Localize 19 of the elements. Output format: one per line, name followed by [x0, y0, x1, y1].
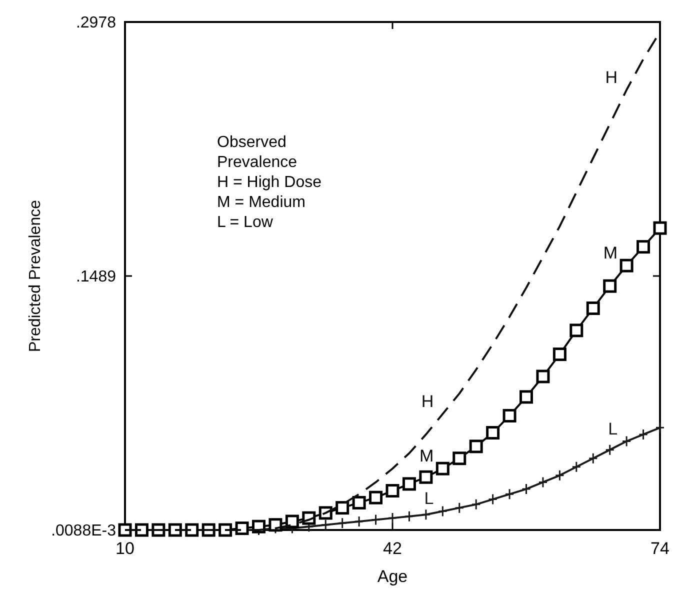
x-tick-label: 42	[383, 539, 402, 558]
x-tick-label: 10	[116, 539, 134, 558]
annotation: Prevalence	[217, 154, 298, 171]
series-label: L	[424, 489, 434, 508]
y-tick-label: .1489	[76, 268, 116, 286]
text: H	[605, 68, 618, 87]
series-label: H	[421, 392, 434, 412]
y-tick-label: .2978	[76, 14, 116, 32]
x-tick-label: 74	[650, 539, 670, 558]
text: L	[608, 419, 618, 438]
annotation: H = High Dose	[217, 174, 322, 191]
annotation: L = Low	[217, 214, 274, 231]
text: M	[419, 446, 434, 466]
series-label: M	[603, 244, 618, 263]
annotation: M = Medium	[217, 194, 306, 211]
x-axis-title: Age	[377, 567, 408, 586]
y-axis-title: Predicted Prevalence	[27, 200, 44, 352]
y-tick-label: .0088E-3	[51, 522, 116, 540]
annotation: Observed	[217, 134, 286, 151]
